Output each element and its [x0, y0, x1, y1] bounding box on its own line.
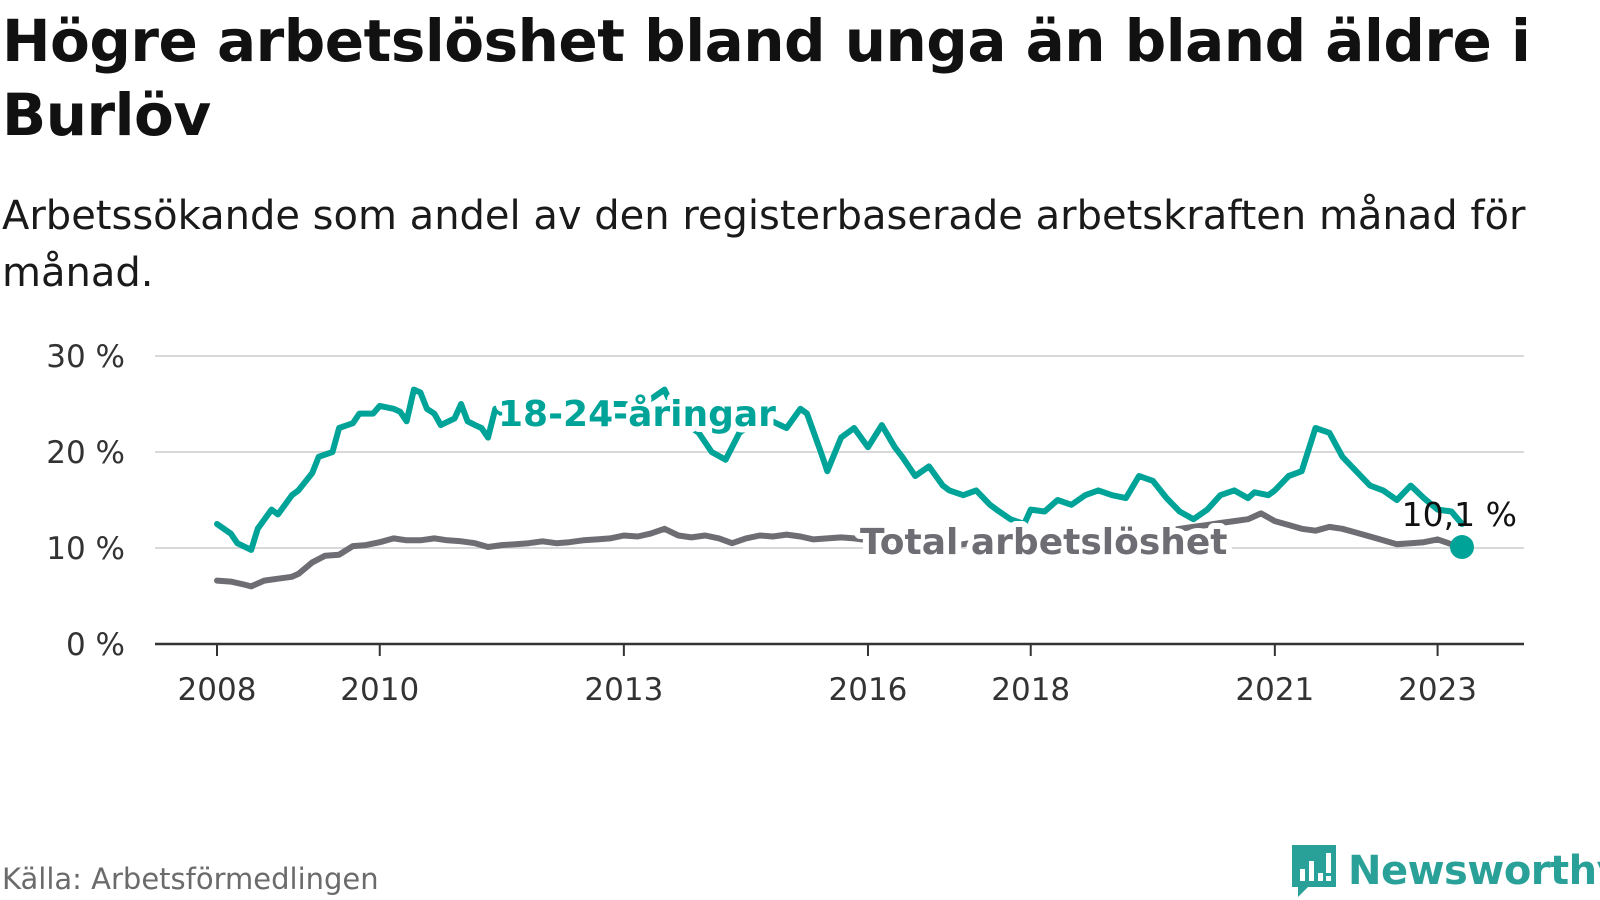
page-title: Högre arbetslöshet bland unga än bland ä…	[2, 7, 1531, 149]
series-line-youth	[214, 386, 1465, 553]
end-value-label: 10,1 %	[1402, 495, 1517, 534]
x-tick-label: 2021	[1235, 672, 1314, 708]
y-tick-label: 30 %	[46, 339, 125, 375]
y-tick-label: 20 %	[46, 435, 125, 471]
y-tick-label: 0 %	[66, 627, 125, 663]
y-tick-label: 10 %	[46, 531, 125, 567]
brand-logo[interactable]: Newsworthy	[1290, 843, 1600, 899]
x-tick-label: 2016	[829, 672, 908, 708]
series-label-youth: 18-24-åringar	[498, 394, 776, 435]
x-tick-label: 2018	[991, 672, 1070, 708]
series-label-youth-halo: 18-24-åringar	[498, 394, 776, 435]
source-note: Källa: Arbetsförmedlingen	[2, 862, 379, 896]
brand-name: Newsworthy	[1348, 848, 1600, 894]
series-label-total: Total arbetslöshet	[860, 522, 1228, 563]
x-tick-label: 2008	[178, 672, 257, 708]
page-subtitle: Arbetssökande som andel av den registerb…	[2, 193, 1526, 296]
x-tick-label: 2023	[1398, 672, 1477, 708]
newsworthy-logo-icon	[1292, 845, 1336, 897]
end-point-marker	[1450, 535, 1474, 560]
axis-layer: 0 % 10 % 20 % 30 % 2008 2010 2013 2016 2018 2021 2…	[46, 339, 1524, 708]
series-label-total-halo: Total arbetslöshet	[860, 522, 1228, 563]
series-layer	[214, 386, 1474, 590]
series-line-total	[214, 510, 1465, 590]
x-tick-label: 2013	[584, 672, 663, 708]
grid-layer	[155, 355, 1524, 549]
x-tick-label: 2010	[340, 672, 419, 708]
